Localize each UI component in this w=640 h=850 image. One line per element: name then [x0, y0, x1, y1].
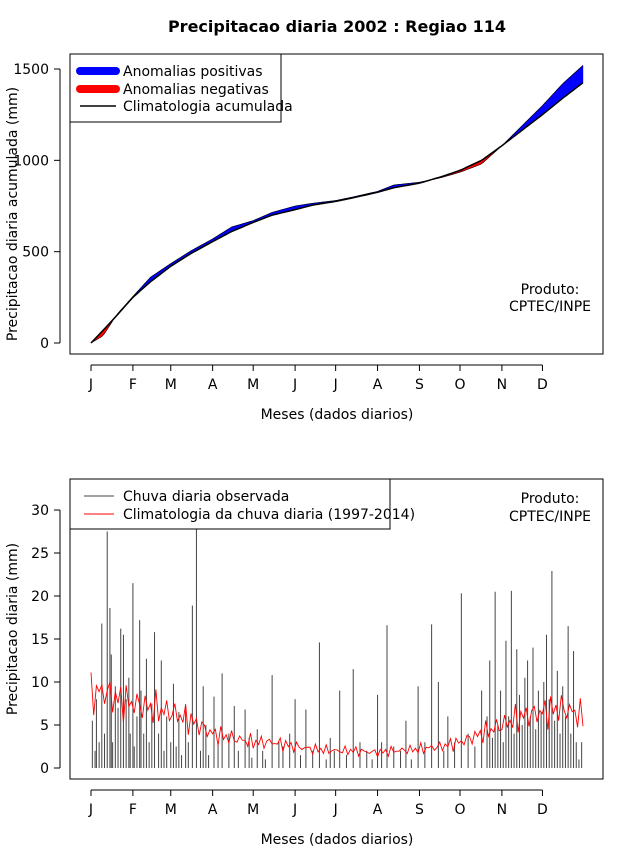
top-x-tick-label: M: [247, 377, 259, 393]
bottom-y-tick-label: 5: [40, 718, 49, 734]
top-y-tick-label: 0: [40, 336, 49, 352]
bottom-x-tick-label: F: [129, 802, 137, 818]
bottom-x-tick-label: J: [292, 802, 297, 818]
top-plot-frame: [69, 53, 604, 355]
bottom-product-label-line1: Produto:: [521, 491, 580, 507]
bottom-x-tick-label: O: [454, 802, 465, 818]
top-axes: J F M A M J J A S O N D 0 500 1000 1500: [13, 62, 547, 393]
top-y-tick-label: 1500: [13, 62, 49, 78]
top-x-tick-label: O: [454, 377, 465, 393]
bottom-x-tick-label: A: [373, 802, 383, 818]
bottom-x-tick-label: D: [537, 802, 548, 818]
bottom-y-tick-label: 20: [31, 589, 49, 605]
top-y-axis-label: Precipitacao diaria acumulada (mm): [5, 87, 21, 341]
bottom-x-tick-label: S: [415, 802, 424, 818]
legend-label-climatology: Climatologia acumulada: [123, 99, 293, 115]
positive-anomaly-segment: [571, 72, 576, 92]
bottom-x-tick-label: J: [333, 802, 338, 818]
bottom-observed-bars-layer: [91, 528, 583, 768]
top-product-label-line1: Produto:: [521, 282, 580, 298]
bottom-y-tick-label: 0: [40, 761, 49, 777]
bottom-x-tick-label: M: [165, 802, 177, 818]
top-y-tick-label: 1000: [13, 153, 49, 169]
legend-label-positive: Anomalias positivas: [123, 64, 263, 80]
top-x-tick-label: A: [208, 377, 218, 393]
positive-anomaly-segment: [577, 67, 581, 88]
top-x-tick-label: S: [415, 377, 424, 393]
top-x-tick-label: J: [333, 377, 338, 393]
bottom-y-axis-label: Precipitacao diaria (mm): [5, 543, 21, 715]
bottom-product-label-line2: CPTEC/INPE: [509, 509, 591, 525]
bottom-axes: J F M A M J J A S O N D 0 5 10 15 20 25 30: [31, 503, 548, 818]
top-product-label-line2: CPTEC/INPE: [509, 299, 591, 315]
top-x-tick-label: M: [165, 377, 177, 393]
positive-anomaly-segment: [574, 69, 578, 90]
bottom-y-tick-label: 15: [31, 632, 49, 648]
top-y-tick-label: 500: [22, 245, 49, 261]
observed-cumulative-line: [90, 65, 584, 344]
legend-label-negative: Anomalias negativas: [123, 82, 269, 98]
positive-anomaly-segment: [580, 64, 584, 86]
top-chart-title: Precipitacao diaria 2002 : Regiao 114: [168, 17, 506, 36]
legend-label-climatology-daily: Climatologia da chuva diaria (1997-2014): [123, 507, 415, 523]
bottom-y-tick-label: 30: [31, 503, 49, 519]
bottom-x-tick-label: A: [208, 802, 218, 818]
top-x-tick-label: J: [292, 377, 297, 393]
top-x-tick-label: A: [373, 377, 383, 393]
top-x-tick-label: N: [497, 377, 507, 393]
bottom-y-tick-label: 25: [31, 546, 49, 562]
top-x-tick-label: J: [88, 377, 93, 393]
bottom-x-axis-label: Meses (dados diarios): [261, 832, 414, 848]
bottom-x-tick-label: M: [247, 802, 259, 818]
legend-label-observed: Chuva diaria observada: [123, 489, 289, 505]
bottom-y-tick-label: 10: [31, 675, 49, 691]
top-x-tick-label: D: [537, 377, 548, 393]
climatology-daily-line: [90, 672, 584, 759]
top-x-axis-label: Meses (dados diarios): [261, 407, 414, 423]
top-x-tick-label: F: [129, 377, 137, 393]
bottom-x-tick-label: N: [497, 802, 507, 818]
bottom-climatology-layer: [90, 672, 584, 759]
top-climatology-layer: [90, 65, 584, 344]
bottom-legend-box: [69, 478, 391, 530]
bottom-x-tick-label: J: [88, 802, 93, 818]
